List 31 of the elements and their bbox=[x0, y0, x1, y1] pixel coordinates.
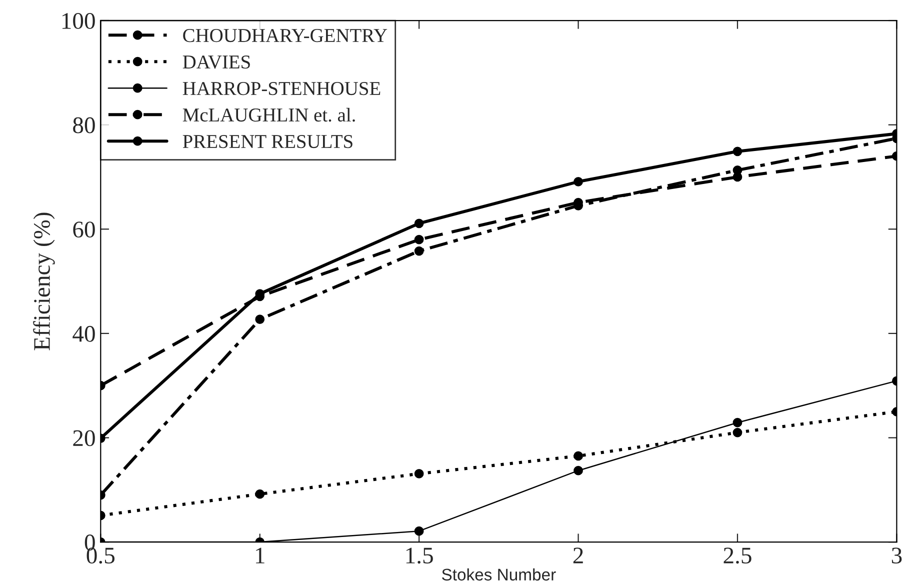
point bbox=[732, 166, 742, 175]
point bbox=[574, 466, 583, 476]
legend-label: HARROP-STENHOUSE bbox=[182, 82, 380, 96]
y-tick-label: 40 bbox=[72, 326, 95, 342]
x-tick-label: 1.5 bbox=[406, 548, 433, 564]
y-tick-label: 100 bbox=[62, 13, 95, 29]
point bbox=[732, 418, 742, 428]
point bbox=[732, 146, 742, 156]
point bbox=[574, 176, 583, 186]
point bbox=[255, 314, 265, 324]
x-axis-title: Stokes Number bbox=[442, 568, 556, 581]
y-axis-title: Efficiency (%) bbox=[33, 212, 55, 350]
point bbox=[414, 469, 424, 478]
point bbox=[574, 451, 583, 461]
point bbox=[414, 218, 424, 228]
point bbox=[414, 234, 424, 244]
point bbox=[732, 428, 742, 438]
legend-label: PRESENT RESULTS bbox=[182, 135, 352, 148]
point bbox=[414, 526, 424, 536]
y-tick-label: 20 bbox=[73, 430, 95, 446]
legend-label: McLAUGHLIN et. al. bbox=[182, 108, 355, 122]
legend-label: CHOUDHARY-GENTRY bbox=[183, 29, 388, 42]
point bbox=[255, 489, 265, 499]
y-tick-label: 60 bbox=[73, 222, 95, 238]
y-tick-label: 80 bbox=[73, 117, 95, 134]
x-tick-label: 2 bbox=[573, 548, 583, 564]
x-tick-label: 1 bbox=[256, 548, 264, 564]
legend-label: DAVIES bbox=[182, 56, 250, 69]
x-tick-label: 2.5 bbox=[724, 548, 752, 564]
x-tick-label: 3 bbox=[892, 548, 902, 564]
point bbox=[414, 246, 424, 256]
